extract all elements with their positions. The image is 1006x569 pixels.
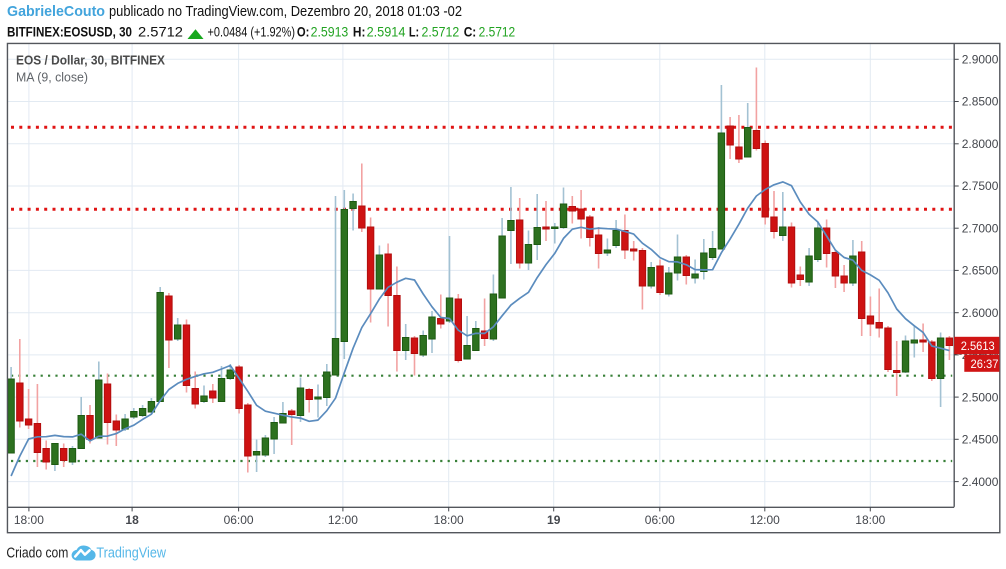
- svg-text:2.5712: 2.5712: [138, 24, 183, 39]
- svg-text:Criado com: Criado com: [6, 544, 68, 561]
- svg-text:2.5712: 2.5712: [479, 24, 516, 39]
- svg-text:2.9000: 2.9000: [962, 53, 999, 67]
- svg-text:2.7000: 2.7000: [962, 221, 999, 235]
- svg-text:2.5913: 2.5913: [311, 24, 349, 39]
- svg-text:2.6000: 2.6000: [962, 306, 999, 320]
- svg-text:BITFINEX:EOSUSD, 30: BITFINEX:EOSUSD, 30: [7, 24, 132, 39]
- svg-text:2.6500: 2.6500: [962, 264, 999, 278]
- svg-text:12:00: 12:00: [750, 513, 780, 527]
- svg-text:publicado no TradingView.com,: publicado no TradingView.com, Dezembro 2…: [109, 3, 462, 20]
- svg-text:EOS / Dollar, 30, BITFINEX: EOS / Dollar, 30, BITFINEX: [16, 53, 165, 68]
- svg-text:19: 19: [547, 513, 561, 527]
- svg-text:+0.0484 (+1.92%): +0.0484 (+1.92%): [208, 24, 296, 39]
- svg-text:H:: H:: [353, 24, 366, 39]
- svg-text:2.5914: 2.5914: [367, 24, 406, 39]
- svg-text:L:: L:: [409, 24, 419, 39]
- svg-text:18: 18: [125, 513, 139, 527]
- svg-text:2.5712: 2.5712: [422, 24, 460, 39]
- svg-text:C:: C:: [464, 24, 477, 39]
- svg-text:O:: O:: [297, 24, 310, 39]
- svg-text:12:00: 12:00: [328, 513, 358, 527]
- svg-text:2.4500: 2.4500: [962, 433, 999, 447]
- svg-text:MA (9, close): MA (9, close): [16, 70, 88, 85]
- svg-text:06:00: 06:00: [224, 513, 254, 527]
- svg-text:GabrieleCouto: GabrieleCouto: [7, 3, 105, 20]
- svg-text:TradingView: TradingView: [96, 544, 166, 561]
- svg-text:06:00: 06:00: [645, 513, 675, 527]
- svg-text:2.8000: 2.8000: [962, 137, 999, 151]
- svg-text:2.4000: 2.4000: [962, 475, 999, 489]
- svg-text:18:00: 18:00: [434, 513, 464, 527]
- svg-text:18:00: 18:00: [14, 513, 44, 527]
- svg-text:26:37: 26:37: [971, 357, 999, 371]
- svg-text:18:00: 18:00: [855, 513, 885, 527]
- svg-text:2.5000: 2.5000: [962, 390, 999, 404]
- svg-text:2.7500: 2.7500: [962, 179, 999, 193]
- svg-text:2.5613: 2.5613: [961, 339, 995, 353]
- svg-text:2.8500: 2.8500: [962, 95, 999, 109]
